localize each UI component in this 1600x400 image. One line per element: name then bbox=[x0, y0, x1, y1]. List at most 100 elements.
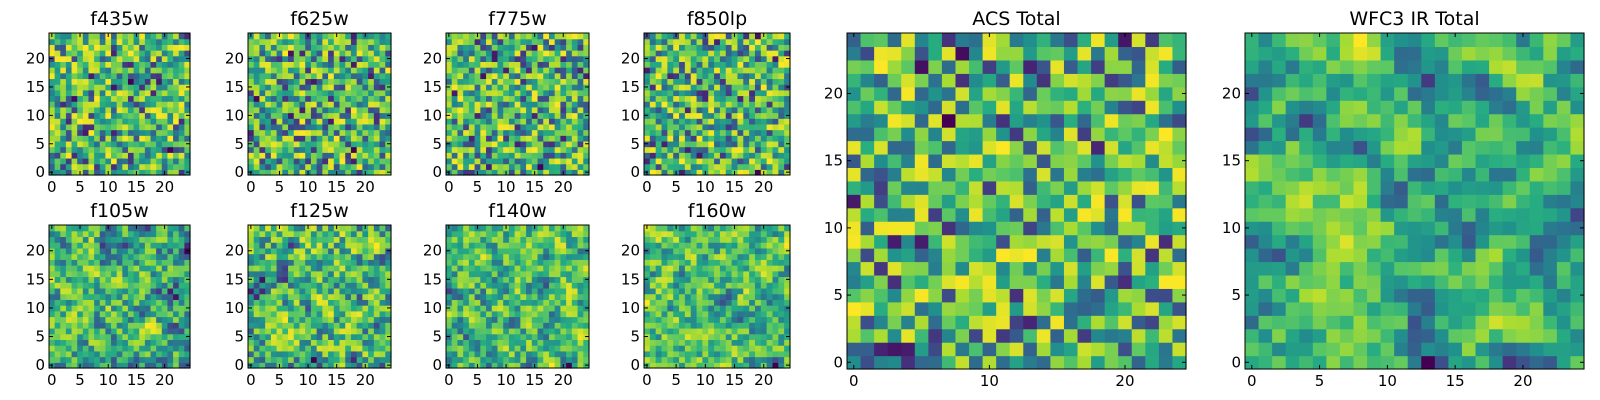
heatmap-cell bbox=[156, 345, 163, 352]
heatmap-cell bbox=[139, 333, 146, 340]
heatmap-cell bbox=[99, 270, 106, 278]
heatmap-cell bbox=[339, 169, 346, 176]
heatmap-cell bbox=[497, 236, 504, 243]
heatmap-cell bbox=[379, 362, 386, 369]
heatmap-cell bbox=[339, 299, 346, 306]
heatmap-cell bbox=[463, 118, 470, 125]
heatmap-cell bbox=[111, 276, 118, 283]
heatmap-cell bbox=[667, 287, 674, 295]
heatmap-cell bbox=[661, 327, 668, 335]
heatmap-cell bbox=[105, 316, 112, 323]
heatmap-cell bbox=[474, 356, 481, 363]
heatmap-cell bbox=[696, 118, 703, 125]
heatmap-cell bbox=[127, 157, 135, 165]
heatmap-cell bbox=[299, 55, 306, 62]
heatmap-cell bbox=[65, 259, 73, 266]
heatmap-cell bbox=[345, 44, 352, 51]
heatmap-cell bbox=[368, 247, 375, 255]
heatmap-cell bbox=[122, 236, 129, 243]
heatmap-cell bbox=[385, 163, 392, 170]
heatmap-cell bbox=[173, 78, 180, 85]
heatmap-cell bbox=[356, 95, 363, 102]
heatmap-cell bbox=[60, 287, 67, 295]
heatmap-cell bbox=[696, 327, 703, 335]
heatmap-cell bbox=[350, 33, 358, 40]
heatmap-cell bbox=[116, 327, 123, 335]
heatmap-cell bbox=[310, 169, 318, 176]
heatmap-cell bbox=[49, 123, 56, 131]
heatmap-cell bbox=[333, 236, 341, 243]
heatmap-cell bbox=[362, 236, 369, 243]
heatmap-cell bbox=[474, 55, 481, 62]
heatmap-cell bbox=[480, 265, 487, 272]
heatmap-cell bbox=[577, 345, 584, 352]
heatmap-cell bbox=[719, 293, 727, 300]
heatmap-cell bbox=[65, 72, 73, 80]
heatmap-cell bbox=[82, 123, 90, 131]
heatmap-cell bbox=[737, 339, 744, 346]
heatmap-cell bbox=[82, 157, 90, 165]
heatmap-cell bbox=[379, 106, 386, 114]
heatmap-cell bbox=[362, 293, 369, 300]
heatmap-cell bbox=[778, 84, 785, 91]
heatmap-cell bbox=[253, 253, 261, 260]
heatmap-cell bbox=[537, 163, 544, 170]
heatmap-cell bbox=[328, 146, 335, 153]
heatmap-cell bbox=[714, 322, 721, 329]
heatmap-cell bbox=[457, 163, 464, 170]
heatmap-cell bbox=[362, 50, 369, 57]
heatmap-cell bbox=[328, 333, 335, 340]
heatmap-cell bbox=[725, 140, 733, 148]
heatmap-cell bbox=[526, 163, 533, 170]
heatmap-cell bbox=[88, 61, 95, 68]
heatmap-cell bbox=[684, 345, 692, 352]
heatmap-cell bbox=[99, 135, 106, 142]
heatmap-cell bbox=[173, 242, 180, 249]
heatmap-cell bbox=[583, 152, 590, 159]
heatmap-cell bbox=[766, 316, 774, 323]
heatmap-cell bbox=[480, 140, 487, 148]
heatmap-cell bbox=[474, 129, 481, 136]
heatmap-cell bbox=[554, 333, 561, 340]
heatmap-cell bbox=[543, 293, 550, 300]
heatmap-cell bbox=[373, 67, 381, 74]
heatmap-cell bbox=[766, 55, 774, 62]
heatmap-cell bbox=[480, 253, 487, 260]
heatmap-cell bbox=[99, 225, 106, 232]
heatmap-cell bbox=[468, 169, 476, 176]
heatmap-cell bbox=[708, 152, 715, 159]
heatmap-cell bbox=[373, 123, 381, 131]
heatmap-cell bbox=[82, 33, 90, 40]
heatmap-cell bbox=[696, 38, 703, 45]
heatmap-cell bbox=[766, 101, 774, 108]
heatmap-cell bbox=[754, 282, 762, 289]
heatmap-cell bbox=[679, 72, 686, 80]
x-tick-label: 0 bbox=[246, 178, 256, 196]
heatmap-cell bbox=[94, 327, 101, 335]
heatmap-cell bbox=[719, 322, 727, 329]
heatmap-cell bbox=[725, 84, 733, 91]
x-tick-label: 20 bbox=[155, 371, 174, 389]
heatmap-cell bbox=[474, 322, 481, 329]
heatmap-cell bbox=[486, 350, 493, 358]
heatmap-cell bbox=[379, 72, 386, 80]
heatmap-cell bbox=[71, 276, 78, 283]
heatmap-cell bbox=[60, 322, 67, 329]
heatmap-cell bbox=[463, 95, 470, 102]
heatmap-cell bbox=[248, 327, 255, 335]
heatmap-cell bbox=[328, 327, 335, 335]
heatmap-cell bbox=[778, 287, 785, 295]
heatmap-cell bbox=[451, 84, 459, 91]
heatmap-cell bbox=[105, 350, 112, 358]
heatmap-cell bbox=[105, 345, 112, 352]
heatmap-cell bbox=[560, 242, 567, 249]
heatmap-cell bbox=[520, 95, 527, 102]
heatmap-cell bbox=[105, 230, 112, 238]
heatmap-cell bbox=[299, 270, 306, 278]
heatmap-cell bbox=[451, 333, 459, 340]
heatmap-cell bbox=[566, 253, 573, 260]
heatmap-cell bbox=[310, 282, 318, 289]
heatmap-cell bbox=[161, 299, 169, 306]
heatmap-cell bbox=[270, 112, 278, 119]
heatmap-cell bbox=[385, 225, 392, 232]
